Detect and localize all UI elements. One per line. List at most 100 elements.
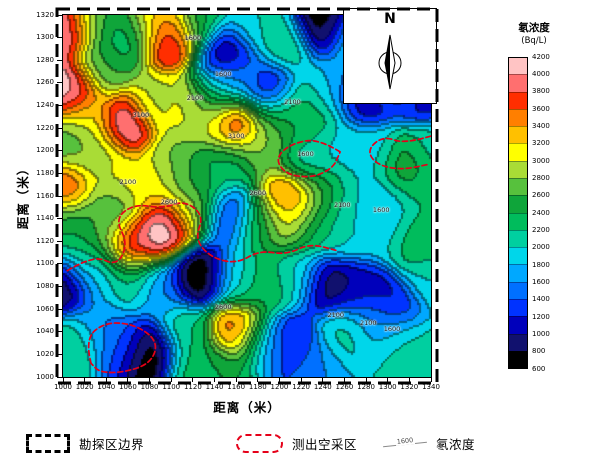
y-tick-mark [57, 127, 62, 129]
x-tick-label: 1160 [227, 383, 246, 391]
colorbar-tick-label: 3800 [532, 87, 550, 96]
x-tick-label: 1320 [400, 383, 419, 391]
legend-label-goaf: 测出空采区 [292, 436, 358, 452]
y-tick-label: 1020 [36, 349, 54, 358]
colorbar-cell [509, 177, 527, 196]
legend: 勘探区边界 测出空采区 1600 氡浓度 [0, 430, 600, 460]
x-tick-mark [170, 378, 172, 382]
x-tick-label: 1340 [422, 383, 440, 391]
y-tick-mark [57, 172, 62, 174]
colorbar-cell [509, 229, 527, 248]
colorbar-tick-label: 1800 [532, 260, 550, 269]
y-tick-mark [57, 218, 62, 220]
colorbar-tick-label: 1200 [532, 312, 550, 321]
y-tick-mark [57, 82, 62, 84]
y-tick-label: 1000 [36, 372, 54, 381]
x-tick-mark [343, 378, 345, 382]
colorbar-title: 氡浓度 [518, 22, 550, 34]
colorbar-tick-label: 2800 [532, 173, 550, 182]
x-tick-mark [408, 378, 410, 382]
colorbar-cell [509, 212, 527, 230]
colorbar-cell [509, 160, 527, 178]
colorbar-cell [509, 108, 527, 127]
boundary-symbol-icon [26, 433, 70, 453]
y-tick-mark [57, 105, 62, 106]
x-tick-label: 1240 [313, 383, 332, 391]
map-plot: 1600 1600 2100 3100 3100 2600 2100 1600 2600 2100… [62, 8, 437, 378]
legend-label-contour: 氡浓度 [436, 436, 476, 452]
x-tick-mark [214, 378, 216, 382]
x-tick-mark [278, 378, 280, 382]
colorbar-ticks: 4200 4000 3800 3600 3400 3200 3000 2800 2600 2400… [532, 53, 562, 372]
x-tick-mark [235, 378, 237, 382]
legend-item-boundary: 勘探区边界 [26, 430, 144, 456]
contour-symbol-value: 1600 [395, 435, 415, 446]
colorbar-tick-label: 3200 [532, 139, 550, 148]
y-tick-label: 1120 [36, 236, 54, 245]
x-tick-mark [257, 378, 259, 382]
x-tick-mark [149, 378, 151, 382]
legend-item-contour: 1600 氡浓度 [383, 430, 475, 456]
x-tick-label: 1120 [183, 383, 202, 391]
colorbar-tick-label: 1000 [532, 329, 550, 338]
colorbar-cell [509, 195, 527, 213]
y-tick-mark [57, 195, 62, 197]
north-arrow-box: N [343, 8, 437, 104]
legend-label-boundary: 勘探区边界 [79, 436, 145, 452]
colorbar-tick-label: 2600 [532, 191, 550, 200]
compass-icon [378, 34, 402, 90]
y-tick-label: 1200 [36, 146, 54, 155]
y-tick-label: 1060 [36, 304, 54, 313]
colorbar-bar [508, 57, 528, 369]
y-tick-mark [57, 376, 62, 378]
y-tick-label: 1040 [36, 327, 54, 336]
colorbar-tick-label: 800 [532, 347, 546, 356]
north-label: N [384, 11, 396, 27]
x-tick-label: 1140 [205, 383, 224, 391]
colorbar-cell [509, 58, 527, 75]
y-tick-label: 1220 [36, 123, 54, 132]
x-tick-label: 1080 [140, 383, 159, 391]
colorbar-cell [509, 74, 527, 92]
contour-symbol-icon: 1600 [383, 435, 427, 450]
x-tick-label: 1100 [162, 383, 181, 391]
x-tick-mark [387, 378, 389, 382]
y-tick-label: 1140 [36, 214, 54, 223]
goaf-symbol-icon [236, 433, 283, 453]
colorbar-cell [509, 350, 527, 369]
y-tick-label: 1280 [36, 55, 54, 64]
x-tick-mark [365, 378, 367, 382]
x-tick-mark [430, 378, 432, 382]
x-tick-label: 1300 [378, 383, 397, 391]
y-tick-mark [57, 286, 62, 287]
colorbar-units: (Bq/L) [521, 36, 547, 46]
y-tick-label: 1260 [36, 78, 54, 87]
x-tick-mark [300, 378, 302, 382]
x-tick-label: 1260 [335, 383, 354, 391]
x-tick-mark [192, 378, 194, 382]
colorbar-tick-label: 600 [532, 364, 546, 373]
colorbar-cell [509, 281, 527, 299]
y-tick-mark [57, 353, 62, 355]
colorbar-cell [509, 247, 527, 265]
colorbar-tick-label: 3000 [532, 156, 550, 165]
x-tick-label: 1280 [357, 383, 375, 391]
x-tick-mark [322, 378, 324, 382]
colorbar-cell [509, 143, 527, 161]
colorbar-tick-label: 3400 [532, 121, 550, 130]
colorbar-tick-label: 2000 [532, 243, 550, 252]
x-tick-label: 1000 [54, 383, 72, 391]
x-tick-mark [127, 378, 129, 382]
x-tick-label: 1040 [97, 383, 116, 391]
y-tick-label: 1080 [36, 282, 54, 290]
y-tick-mark [57, 37, 62, 39]
colorbar-tick-label: 2400 [532, 208, 550, 217]
colorbar-cell [509, 298, 527, 317]
x-axis-title: 距离（米） [213, 400, 281, 415]
colorbar-cell [509, 91, 527, 109]
y-tick-label: 1180 [36, 168, 54, 177]
x-tick-mark [105, 378, 107, 382]
y-tick-label: 1300 [36, 33, 54, 42]
colorbar-tick-label: 4000 [532, 69, 550, 78]
